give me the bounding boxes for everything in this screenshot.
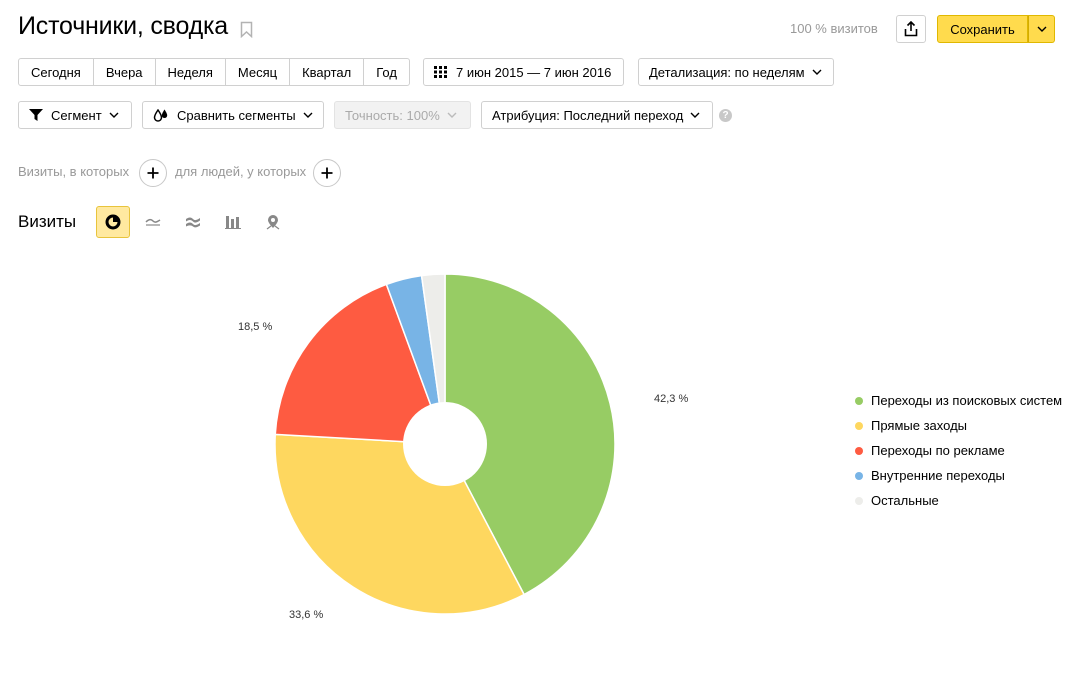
period-week[interactable]: Неделя bbox=[156, 59, 226, 85]
legend-marker bbox=[855, 496, 863, 505]
share-icon bbox=[904, 21, 918, 37]
pie-slice[interactable] bbox=[274, 283, 447, 445]
detail-label: Детализация: по неделям bbox=[649, 64, 805, 80]
legend-item[interactable]: Прямые заходы bbox=[855, 413, 1062, 438]
pie-slice[interactable] bbox=[420, 273, 446, 445]
chevron-down-icon bbox=[109, 112, 119, 118]
bar-chart-icon bbox=[225, 216, 241, 229]
calendar-icon bbox=[434, 66, 447, 78]
period-quarter[interactable]: Квартал bbox=[290, 59, 365, 85]
legend-marker bbox=[855, 471, 863, 480]
pie-chart-icon bbox=[105, 214, 121, 230]
map-pin-icon bbox=[266, 215, 280, 230]
pie-slice[interactable] bbox=[274, 433, 526, 615]
chevron-down-icon bbox=[1037, 26, 1046, 32]
pie-data-label: 18,5 % bbox=[238, 321, 273, 333]
legend-label: Остальные bbox=[871, 493, 939, 508]
pie-slice[interactable] bbox=[444, 273, 616, 596]
chevron-down-icon bbox=[812, 69, 822, 75]
pie-data-label: 42,3 % bbox=[654, 393, 689, 405]
legend-marker bbox=[855, 396, 863, 405]
legend-label: Прямые заходы bbox=[871, 418, 968, 433]
view-line-tab[interactable] bbox=[136, 206, 170, 238]
filter-icon bbox=[29, 109, 43, 121]
legend-marker bbox=[855, 421, 863, 430]
accuracy-label: Точность: 100% bbox=[345, 107, 440, 123]
period-yesterday[interactable]: Вчера bbox=[94, 59, 156, 85]
legend-item[interactable]: Остальные bbox=[855, 488, 1062, 513]
pie-data-label: 33,6 % bbox=[289, 609, 324, 621]
chevron-down-icon bbox=[303, 112, 313, 118]
attribution-label: Атрибуция: Последний переход bbox=[492, 107, 684, 123]
bookmark-icon[interactable] bbox=[240, 21, 253, 38]
period-today[interactable]: Сегодня bbox=[19, 59, 94, 85]
chart-legend: Переходы из поисковых систем Прямые захо… bbox=[855, 388, 1062, 513]
view-pie-tab[interactable] bbox=[96, 206, 130, 238]
period-selector: Сегодня Вчера Неделя Месяц Квартал Год bbox=[18, 58, 410, 86]
help-icon[interactable]: ? bbox=[719, 109, 732, 122]
donut-hole bbox=[403, 402, 487, 486]
attribution-dropdown[interactable]: Атрибуция: Последний переход bbox=[481, 101, 713, 129]
date-range-label: 7 июн 2015 — 7 июн 2016 bbox=[456, 64, 612, 80]
drops-icon bbox=[153, 108, 168, 122]
plus-icon bbox=[147, 167, 159, 179]
save-button-group: Сохранить bbox=[937, 15, 1055, 43]
plus-icon bbox=[321, 167, 333, 179]
view-map-tab[interactable] bbox=[256, 206, 290, 238]
visits-percentage: 100 % визитов bbox=[790, 21, 878, 36]
date-range-button[interactable]: 7 июн 2015 — 7 июн 2016 bbox=[423, 58, 624, 86]
add-visit-condition-button[interactable] bbox=[139, 159, 167, 187]
period-month[interactable]: Месяц bbox=[226, 59, 291, 85]
line-chart-icon bbox=[145, 218, 161, 226]
chevron-down-icon bbox=[447, 112, 457, 118]
compare-segments-dropdown[interactable]: Сравнить сегменты bbox=[142, 101, 324, 129]
people-condition-label: для людей, у которых bbox=[175, 164, 307, 179]
legend-label: Переходы по рекламе bbox=[871, 443, 1005, 458]
save-dropdown-button[interactable] bbox=[1028, 15, 1055, 43]
area-chart-icon bbox=[186, 217, 200, 228]
visits-condition-label: Визиты, в которых bbox=[18, 164, 130, 179]
legend-item[interactable]: Переходы из поисковых систем bbox=[855, 388, 1062, 413]
chevron-down-icon bbox=[690, 112, 700, 118]
view-area-tab[interactable] bbox=[176, 206, 210, 238]
segment-label: Сегмент bbox=[51, 107, 102, 123]
legend-item[interactable]: Переходы по рекламе bbox=[855, 438, 1062, 463]
legend-label: Внутренние переходы bbox=[871, 468, 1005, 483]
page-title: Источники, сводка bbox=[18, 12, 229, 40]
view-bar-tab[interactable] bbox=[216, 206, 250, 238]
compare-segments-label: Сравнить сегменты bbox=[177, 107, 296, 123]
legend-marker bbox=[855, 446, 863, 455]
report-title: Визиты bbox=[18, 212, 77, 231]
accuracy-dropdown[interactable]: Точность: 100% bbox=[334, 101, 471, 129]
legend-label: Переходы из поисковых систем bbox=[871, 393, 1063, 408]
segment-dropdown[interactable]: Сегмент bbox=[18, 101, 132, 129]
add-people-condition-button[interactable] bbox=[313, 159, 341, 187]
save-button[interactable]: Сохранить bbox=[937, 15, 1028, 43]
pie-slice[interactable] bbox=[385, 274, 446, 445]
detail-dropdown[interactable]: Детализация: по неделям bbox=[638, 58, 834, 86]
legend-item[interactable]: Внутренние переходы bbox=[855, 463, 1062, 488]
export-button[interactable] bbox=[896, 15, 926, 43]
period-year[interactable]: Год bbox=[376, 64, 397, 80]
